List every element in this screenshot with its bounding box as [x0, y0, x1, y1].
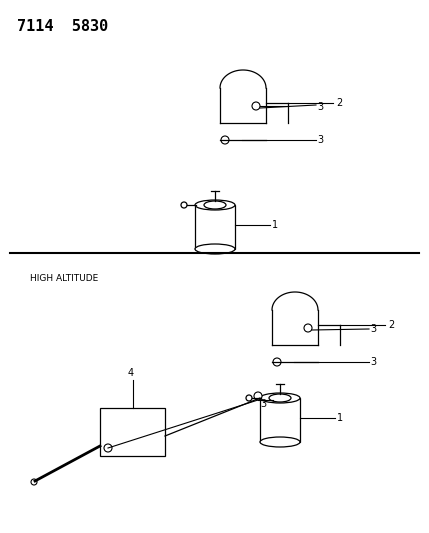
- Text: 1: 1: [272, 220, 278, 230]
- Circle shape: [221, 136, 229, 144]
- Circle shape: [304, 324, 312, 332]
- Ellipse shape: [269, 394, 291, 402]
- Ellipse shape: [260, 393, 300, 403]
- Ellipse shape: [204, 201, 226, 209]
- Circle shape: [104, 444, 112, 452]
- Text: 3: 3: [317, 135, 323, 145]
- Text: 2: 2: [336, 98, 342, 108]
- Circle shape: [254, 392, 262, 400]
- Text: HIGH ALTITUDE: HIGH ALTITUDE: [30, 274, 98, 284]
- Ellipse shape: [260, 437, 300, 447]
- Text: 4: 4: [127, 368, 133, 378]
- Circle shape: [181, 202, 187, 208]
- Text: 3: 3: [260, 399, 266, 409]
- Text: 3: 3: [317, 102, 323, 112]
- Bar: [195, 205, 235, 249]
- Circle shape: [31, 479, 37, 485]
- Ellipse shape: [195, 200, 235, 210]
- Circle shape: [246, 395, 252, 401]
- Text: 3: 3: [370, 357, 376, 367]
- Circle shape: [273, 358, 281, 366]
- Circle shape: [252, 102, 260, 110]
- Text: 2: 2: [388, 320, 394, 330]
- Text: 7114  5830: 7114 5830: [17, 19, 109, 34]
- Text: 3: 3: [370, 325, 376, 335]
- Ellipse shape: [195, 244, 235, 254]
- Bar: [100, 408, 165, 456]
- Text: 1: 1: [337, 413, 343, 423]
- Bar: [260, 398, 300, 442]
